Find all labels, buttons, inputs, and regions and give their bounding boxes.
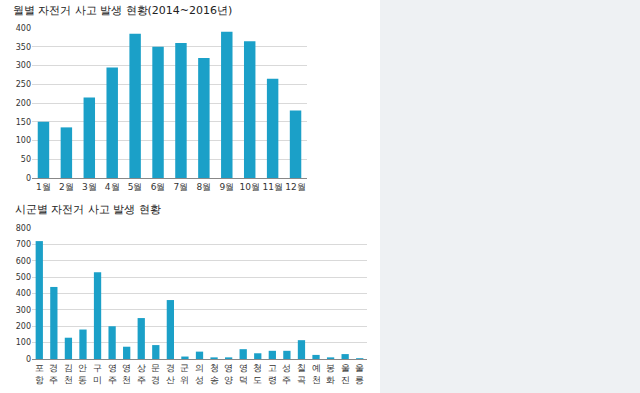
svg-text:200: 200 xyxy=(16,99,31,108)
svg-text:100: 100 xyxy=(16,136,31,145)
svg-text:3월: 3월 xyxy=(82,182,97,192)
svg-text:김천: 김천 xyxy=(64,363,73,385)
svg-text:9월: 9월 xyxy=(219,182,234,192)
svg-text:영양: 영양 xyxy=(224,363,233,385)
svg-text:포항: 포항 xyxy=(35,363,44,385)
svg-text:600: 600 xyxy=(16,257,31,266)
svg-text:350: 350 xyxy=(16,43,31,52)
svg-text:12월: 12월 xyxy=(285,182,305,192)
svg-text:800: 800 xyxy=(16,224,31,233)
svg-text:경주: 경주 xyxy=(49,363,58,385)
svg-text:250: 250 xyxy=(16,80,31,89)
svg-text:6월: 6월 xyxy=(151,182,166,192)
svg-text:안동: 안동 xyxy=(78,363,87,385)
svg-text:봉화: 봉화 xyxy=(326,363,335,385)
svg-text:5월: 5월 xyxy=(128,182,143,192)
svg-text:문경: 문경 xyxy=(151,363,160,385)
svg-text:영천: 영천 xyxy=(122,363,131,385)
svg-text:경산: 경산 xyxy=(166,363,175,385)
svg-text:울릉: 울릉 xyxy=(355,363,364,385)
svg-text:400: 400 xyxy=(16,24,31,33)
svg-text:영덕: 영덕 xyxy=(239,363,248,385)
svg-text:울진: 울진 xyxy=(341,363,350,385)
svg-text:700: 700 xyxy=(16,240,31,249)
svg-text:시군별 자전거 사고 발생 현황: 시군별 자전거 사고 발생 현황 xyxy=(15,203,161,216)
svg-text:300: 300 xyxy=(16,306,31,315)
svg-text:예천: 예천 xyxy=(312,363,321,385)
svg-text:200: 200 xyxy=(16,322,31,331)
svg-text:0: 0 xyxy=(26,355,31,364)
svg-text:4월: 4월 xyxy=(105,182,120,192)
svg-text:7월: 7월 xyxy=(174,182,189,192)
svg-text:50: 50 xyxy=(21,155,31,164)
svg-text:1월: 1월 xyxy=(36,182,51,192)
svg-text:2월: 2월 xyxy=(59,182,74,192)
svg-text:청도: 청도 xyxy=(253,363,262,385)
svg-text:400: 400 xyxy=(16,289,31,298)
svg-text:칠곡: 칠곡 xyxy=(297,363,306,385)
svg-text:고령: 고령 xyxy=(268,363,277,385)
svg-text:300: 300 xyxy=(16,61,31,70)
svg-text:상주: 상주 xyxy=(137,363,146,385)
svg-text:영주: 영주 xyxy=(108,363,117,385)
svg-text:11월: 11월 xyxy=(262,182,282,192)
svg-text:8월: 8월 xyxy=(197,182,212,192)
svg-text:구미: 구미 xyxy=(93,363,102,385)
svg-text:0: 0 xyxy=(26,174,31,183)
svg-text:성주: 성주 xyxy=(282,363,291,385)
svg-text:월별 자전거 사고 발생 현황(2014~2016년): 월별 자전거 사고 발생 현황(2014~2016년) xyxy=(13,4,233,17)
svg-text:150: 150 xyxy=(16,118,31,127)
svg-text:의성: 의성 xyxy=(195,363,204,385)
svg-text:청송: 청송 xyxy=(210,363,219,385)
svg-text:100: 100 xyxy=(16,338,31,347)
svg-text:500: 500 xyxy=(16,273,31,282)
svg-text:10월: 10월 xyxy=(239,182,259,192)
svg-text:군위: 군위 xyxy=(180,363,189,385)
